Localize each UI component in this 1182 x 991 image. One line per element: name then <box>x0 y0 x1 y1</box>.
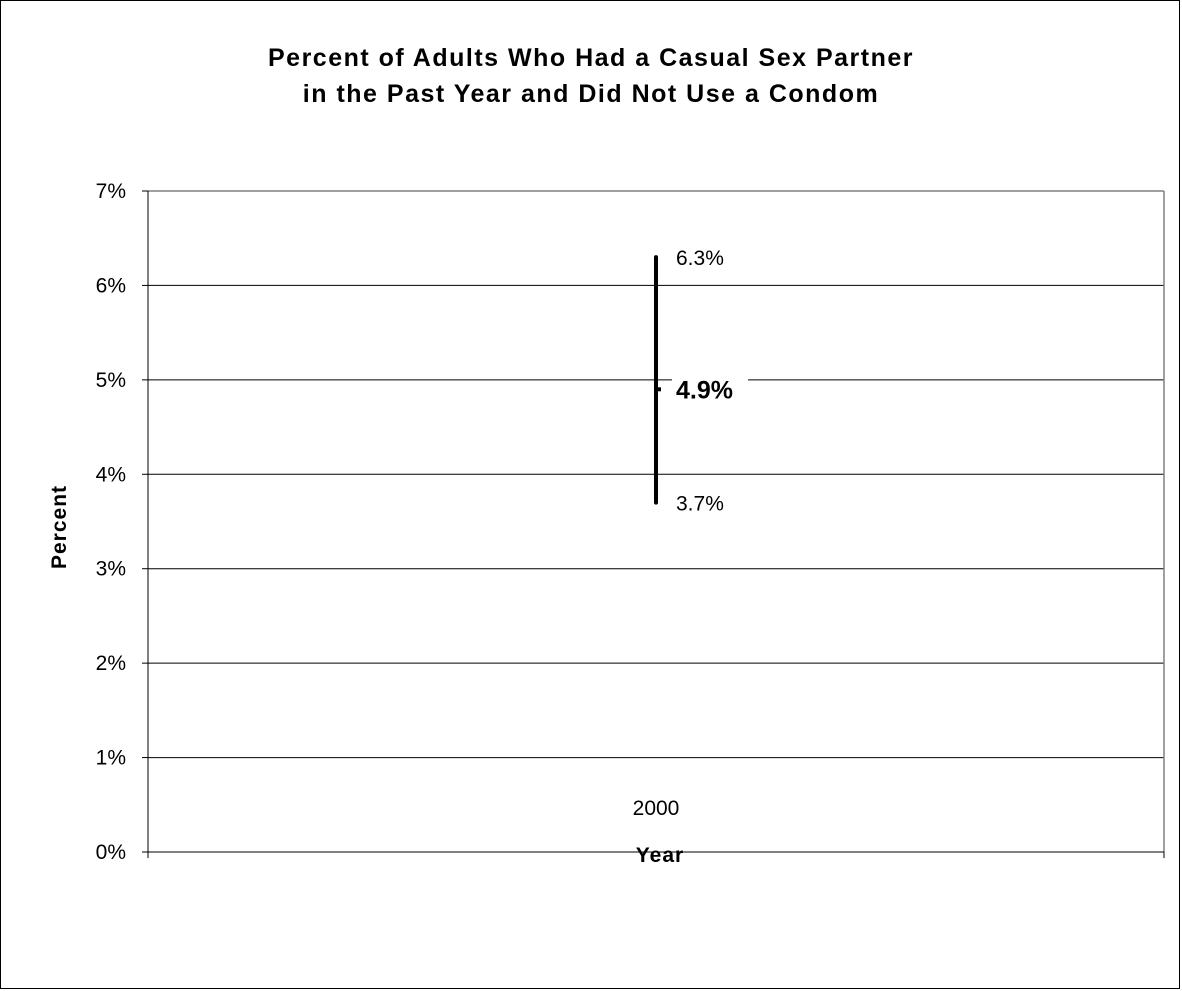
axes <box>142 190 1165 858</box>
y-tick-label: 1% <box>96 747 126 770</box>
data-label-upper: 6.3% <box>676 247 724 270</box>
data-label-lower: 3.7% <box>676 493 724 516</box>
y-axis-title: Percent <box>48 485 71 569</box>
y-tick-label: 6% <box>96 274 126 297</box>
y-tick-label: 4% <box>96 463 126 486</box>
y-tick-label: 3% <box>96 558 126 581</box>
y-tick-label: 2% <box>96 652 126 675</box>
y-tick-label: 7% <box>96 180 126 203</box>
chart-title-line-1: Percent of Adults Who Had a Casual Sex P… <box>268 44 914 72</box>
chart-title: Percent of Adults Who Had a Casual Sex P… <box>0 40 1182 112</box>
y-tick-label: 0% <box>96 841 126 864</box>
chart-title-line-2: in the Past Year and Did Not Use a Condo… <box>302 80 880 108</box>
data-label-value: 4.9% <box>676 376 733 404</box>
y-tick-labels: 0% 1% 2% 3% 4% 5% 6% 7% <box>96 180 126 864</box>
y-tick-label: 5% <box>96 369 126 392</box>
data-label-background <box>672 375 748 406</box>
x-axis-title: Year <box>636 844 684 867</box>
x-tick-label: 2000 <box>633 797 680 820</box>
data-point <box>657 387 661 392</box>
x-tick-labels: 2000 <box>633 797 680 820</box>
data-marks: 4.9% 6.3% 3.7% <box>654 247 748 516</box>
